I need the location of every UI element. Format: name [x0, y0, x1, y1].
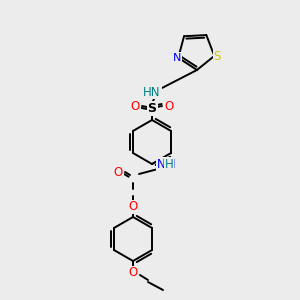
Text: N: N — [173, 53, 182, 63]
Text: NH: NH — [159, 158, 177, 170]
Text: N: N — [157, 158, 165, 170]
Text: O: O — [113, 166, 123, 178]
Text: HN: HN — [143, 85, 161, 98]
Text: S: S — [148, 101, 157, 115]
Text: O: O — [128, 266, 138, 280]
Text: O: O — [128, 200, 138, 214]
Text: O: O — [130, 100, 140, 112]
Text: S: S — [214, 50, 221, 63]
Text: H: H — [165, 158, 173, 170]
Text: O: O — [164, 100, 174, 112]
